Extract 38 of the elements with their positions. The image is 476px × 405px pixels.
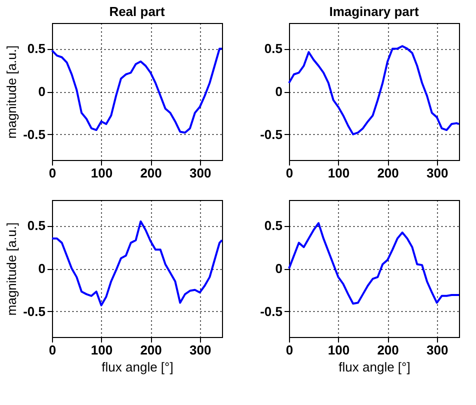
line-series <box>288 45 460 136</box>
line-series <box>51 48 223 134</box>
y-tick-label: -0.5 <box>23 126 46 142</box>
y-tick-label: -0.5 <box>260 304 282 319</box>
y-axis-title: magnitude [a.u.] <box>4 222 20 316</box>
x-tick-label: 300 <box>426 342 448 358</box>
x-tick-label: 300 <box>189 166 212 180</box>
x-tick-label: 0 <box>48 166 56 180</box>
chart-title: Imaginary part <box>329 4 420 19</box>
y-tick-label: 0 <box>275 84 282 99</box>
x-axis-title: flux angle [°] <box>338 360 410 374</box>
x-tick-label: 0 <box>286 342 294 358</box>
y-axis-title: magnitude [a.u.] <box>4 45 20 139</box>
y-tick-label: -0.5 <box>260 126 282 142</box>
x-tick-label: 100 <box>328 166 350 180</box>
x-tick-label: 200 <box>140 166 162 180</box>
x-axis-title: flux angle [°] <box>102 360 174 374</box>
line-series <box>51 220 223 306</box>
x-tick-label: 200 <box>377 166 399 180</box>
x-tick-label: 200 <box>377 342 399 358</box>
x-tick-label: 100 <box>328 342 350 358</box>
y-tick-label: 0.5 <box>264 218 282 234</box>
y-tick-label: 0.5 <box>264 41 282 56</box>
y-tick-label: 0 <box>275 261 282 276</box>
y-tick-label: 0 <box>38 261 46 276</box>
x-tick-label: 300 <box>426 166 448 180</box>
y-tick-label: -0.5 <box>23 304 46 319</box>
x-tick-label: 100 <box>90 166 113 180</box>
line-series <box>288 222 460 305</box>
x-tick-label: 200 <box>140 342 162 358</box>
x-tick-label: 300 <box>189 342 212 358</box>
y-tick-label: 0.5 <box>27 218 46 234</box>
x-tick-label: 0 <box>286 166 294 180</box>
y-tick-label: 0 <box>38 84 46 99</box>
x-tick-label: 100 <box>90 342 113 358</box>
x-tick-label: 0 <box>48 342 56 358</box>
chart-title: Real part <box>109 4 166 19</box>
y-tick-label: 0.5 <box>27 41 46 56</box>
